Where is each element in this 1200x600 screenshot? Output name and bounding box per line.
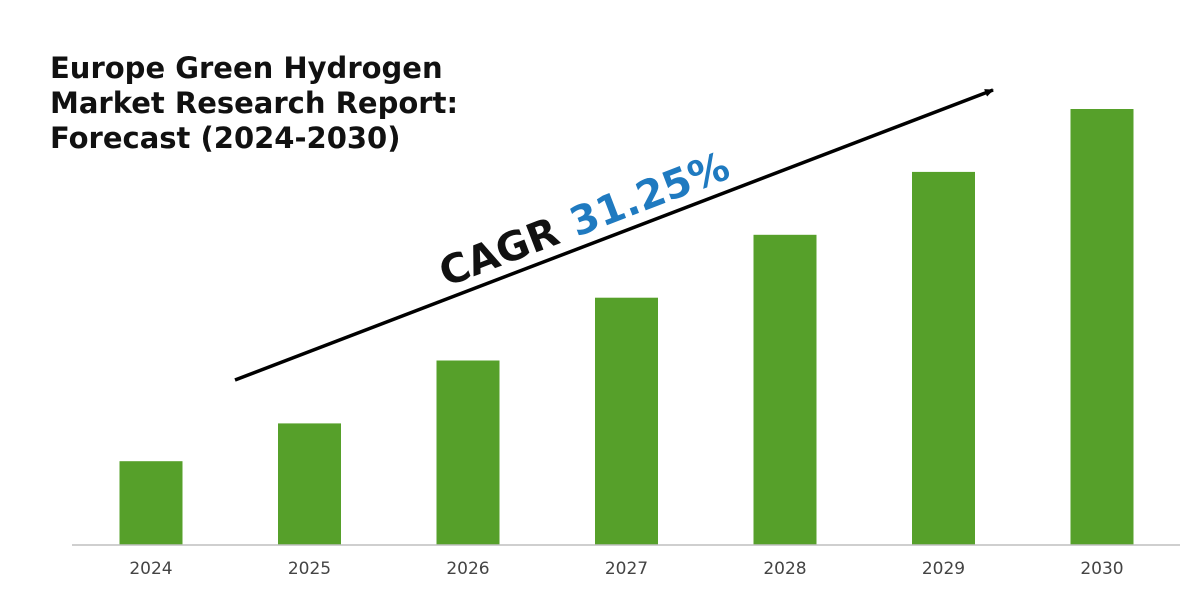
x-tick-label-2024: 2024	[129, 559, 172, 579]
bars-group	[119, 109, 1134, 546]
bar-2028	[753, 234, 817, 546]
chart-title-line-2: Market Research Report:	[50, 86, 458, 120]
bar-2030	[1070, 109, 1134, 545]
chart-title-line-1: Europe Green Hydrogen	[50, 51, 443, 85]
cagr-annotation: CAGR 31.25%	[433, 144, 736, 297]
x-tick-label-2025: 2025	[288, 559, 331, 579]
bar-2029	[912, 171, 975, 545]
bar-2024	[119, 461, 183, 545]
bar-2027	[595, 297, 658, 545]
chart-title: Europe Green Hydrogen Market Research Re…	[50, 51, 462, 155]
bar-2025	[278, 423, 341, 545]
x-tick-label-2030: 2030	[1080, 559, 1123, 579]
x-tick-label-2029: 2029	[922, 559, 965, 579]
x-tick-label-2027: 2027	[605, 559, 648, 579]
x-tick-label-2028: 2028	[763, 559, 806, 579]
trend-arrow	[234, 88, 994, 382]
x-tick-labels: 2024 2025 2026 2027 2028 2029 2030	[129, 559, 1123, 579]
x-tick-label-2026: 2026	[446, 559, 489, 579]
cagr-value: 31.25%	[564, 144, 736, 247]
bar-2026	[436, 360, 500, 545]
cagr-label: CAGR	[433, 209, 565, 296]
chart-title-line-3: Forecast (2024-2030)	[50, 121, 400, 155]
